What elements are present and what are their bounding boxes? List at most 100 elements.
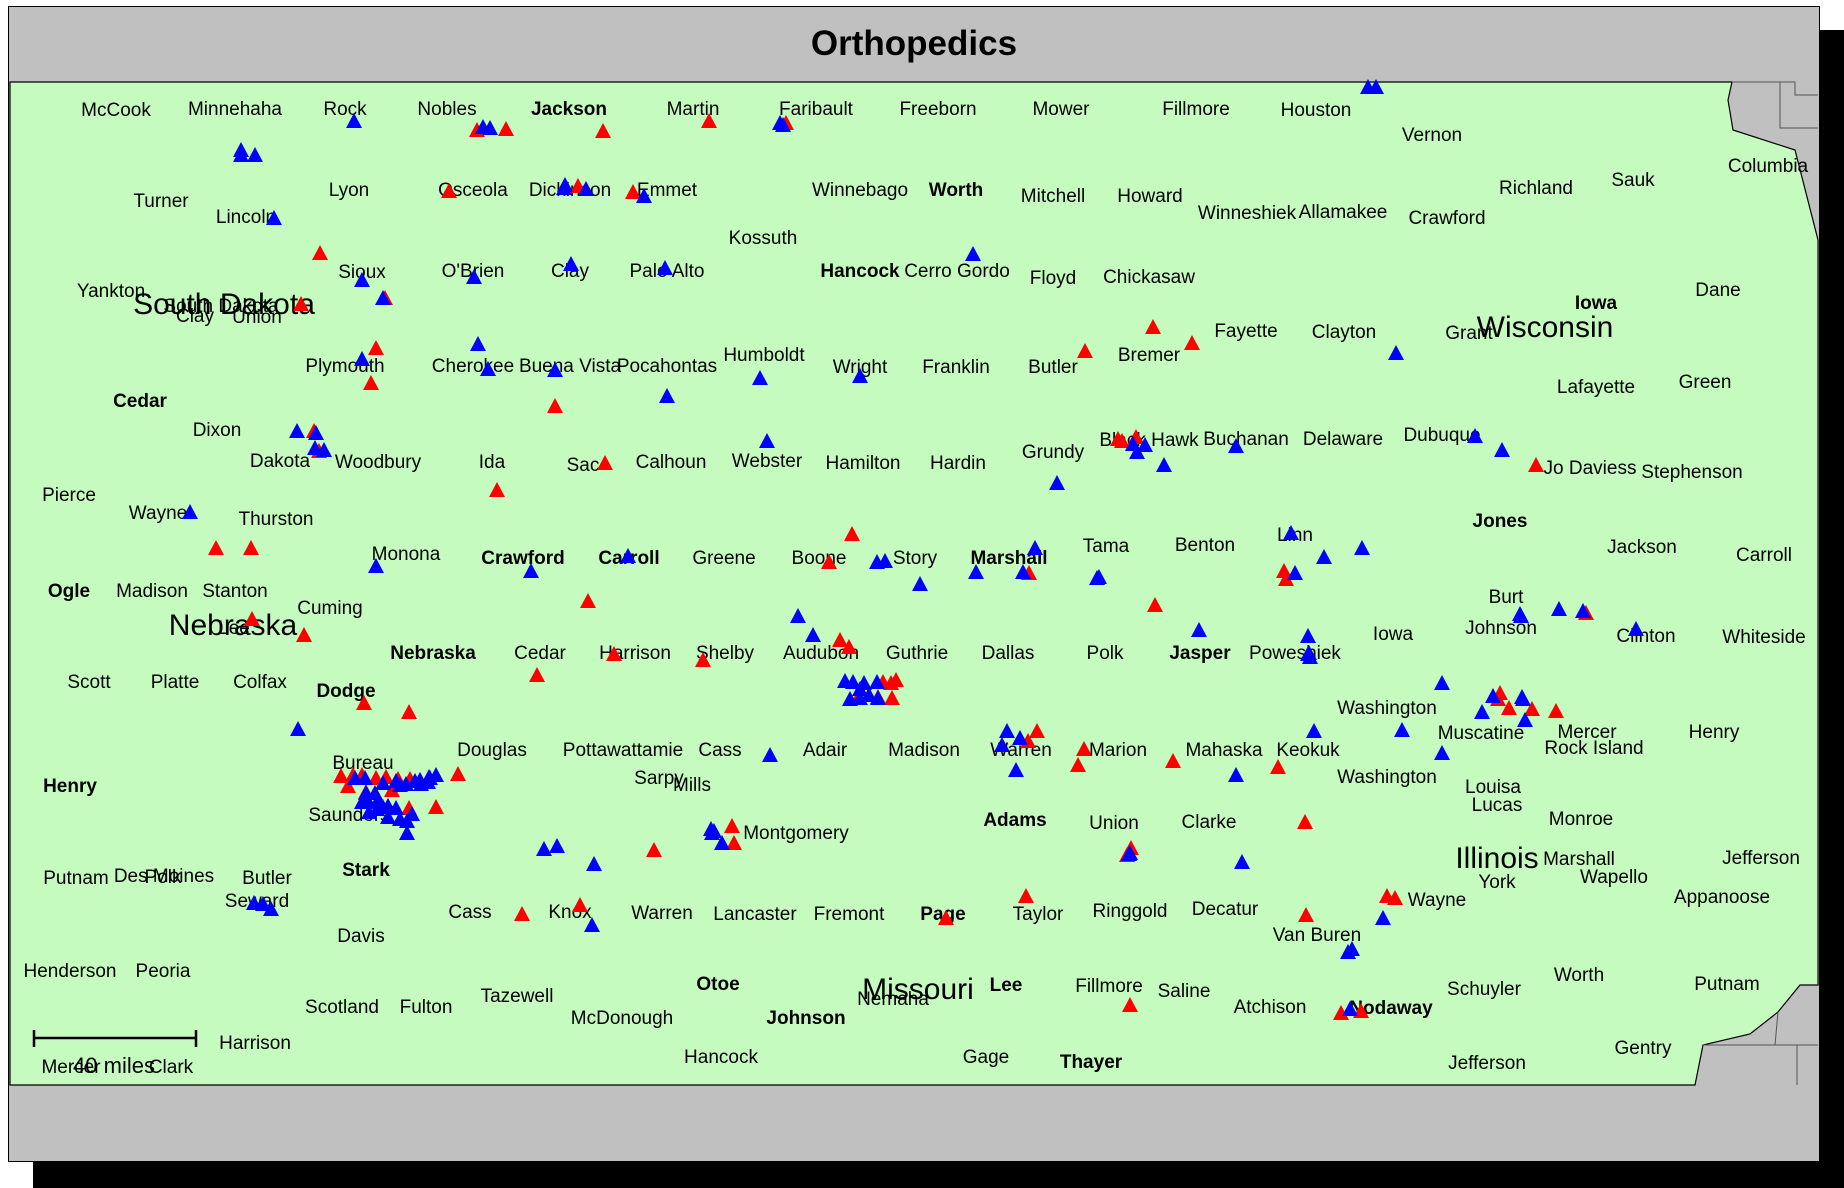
county-label-wayne: Wayne: [129, 503, 187, 524]
county-label-howard: Howard: [1117, 186, 1182, 207]
county-label-boone: Boone: [792, 548, 847, 569]
county-label-adams: Adams: [983, 810, 1046, 831]
blue-triangle-marker: [1012, 730, 1028, 745]
scale-bar-line: [32, 1030, 198, 1047]
county-label-crawford: Crawford: [1408, 208, 1485, 229]
blue-triangle-marker: [1388, 345, 1404, 360]
blue-triangle-marker: [578, 181, 594, 196]
blue-triangle-marker: [388, 800, 404, 815]
county-label-tazewell: Tazewell: [481, 986, 554, 1007]
county-label-richland: Richland: [1499, 178, 1573, 199]
county-label-butler: Butler: [1028, 357, 1078, 378]
blue-triangle-marker: [790, 608, 806, 623]
county-label-dixon: Dixon: [193, 420, 242, 441]
county-label-clark: Clark: [149, 1057, 194, 1078]
red-triangle-marker: [1270, 759, 1286, 774]
county-label-cedar: Cedar: [514, 643, 566, 664]
county-label-schuyler: Schuyler: [1447, 979, 1522, 1000]
neighbor-borders: [1703, 81, 1818, 1085]
county-label-marion: Marion: [1089, 740, 1147, 761]
blue-triangle-marker: [375, 290, 391, 305]
county-label-cass: Cass: [698, 740, 741, 761]
county-label-tama: Tama: [1083, 536, 1130, 557]
county-label-polk: Polk: [145, 867, 182, 888]
blue-triangle-marker: [549, 838, 565, 853]
blue-triangle-marker: [482, 120, 498, 135]
red-triangle-marker: [572, 897, 588, 912]
red-triangle-marker: [1298, 907, 1314, 922]
blue-triangle-marker: [1137, 437, 1153, 452]
scale-bar-label: 40 miles: [73, 1053, 155, 1078]
blue-triangle-marker: [367, 785, 383, 800]
county-label-appanoose: Appanoose: [1674, 887, 1770, 908]
county-label-fayette: Fayette: [1214, 321, 1277, 342]
blue-triangle-marker: [354, 351, 370, 366]
county-label-iowa: Iowa: [1575, 293, 1618, 314]
county-label-yankton: Yankton: [77, 281, 145, 302]
county-label-van-buren: Van Buren: [1273, 925, 1361, 946]
red-triangle-marker: [888, 672, 904, 687]
county-label-cherokee: Cherokee: [432, 356, 514, 377]
blue-triangle-marker: [1121, 846, 1137, 861]
blue-triangle-marker: [428, 767, 444, 782]
county-label-adair: Adair: [803, 740, 848, 761]
map-title: Orthopedics: [810, 24, 1018, 63]
red-triangle-marker: [547, 398, 563, 413]
county-label-cass: Cass: [448, 902, 491, 923]
county-label-henderson: Henderson: [24, 961, 117, 982]
blue-triangle-marker: [368, 558, 384, 573]
red-triangle-marker: [844, 526, 860, 541]
county-label-louisa: Louisa: [1465, 777, 1521, 798]
county-label-cuming: Cuming: [297, 598, 362, 619]
county-label-jackson: Jackson: [531, 99, 607, 120]
red-triangle-marker: [1501, 700, 1517, 715]
red-triangle-marker: [580, 593, 596, 608]
blue-triangle-marker: [466, 269, 482, 284]
county-label-cedar: Cedar: [113, 391, 167, 412]
blue-triangle-marker: [1467, 428, 1483, 443]
blue-triangle-marker: [399, 825, 415, 840]
blue-triangle-marker: [404, 806, 420, 821]
county-label-otoe: Otoe: [696, 974, 739, 995]
red-triangle-marker: [356, 695, 372, 710]
county-label-wapello: Wapello: [1580, 867, 1648, 888]
county-label-thurston: Thurston: [239, 509, 314, 530]
county-label-nebraska: Nebraska: [390, 643, 476, 664]
county-label-dodge: Dodge: [316, 681, 375, 702]
county-label-atchison: Atchison: [1234, 997, 1307, 1018]
blue-triangle-marker: [380, 809, 396, 824]
red-triangle-marker: [1297, 814, 1313, 829]
red-triangle-marker: [646, 842, 662, 857]
county-label-putnam: Putnam: [43, 868, 108, 889]
blue-triangle-marker: [1287, 565, 1303, 580]
county-label-wright: Wright: [833, 357, 888, 378]
county-label-whiteside: Whiteside: [1722, 627, 1805, 648]
county-label-grant: Grant: [1445, 323, 1493, 344]
county-label-mower: Mower: [1032, 99, 1090, 120]
county-label-columbia: Columbia: [1728, 156, 1809, 177]
county-label-pierce: Pierce: [42, 485, 96, 506]
red-triangle-marker: [1387, 890, 1403, 905]
county-label-colfax: Colfax: [233, 672, 287, 693]
county-label-jasper: Jasper: [1169, 643, 1231, 664]
county-label-dakota: Dakota: [250, 451, 311, 472]
state-label-wisconsin: Wisconsin: [1477, 311, 1614, 344]
red-triangle-marker: [1524, 701, 1540, 716]
county-label-green: Green: [1679, 372, 1732, 393]
blue-triangle-marker: [308, 425, 324, 440]
red-triangle-marker: [340, 778, 356, 793]
county-label-mills: Mills: [673, 775, 711, 796]
county-label-nemaha: Nemaha: [857, 989, 929, 1010]
county-label-shelby: Shelby: [696, 643, 755, 664]
county-label-lafayette: Lafayette: [1557, 377, 1635, 398]
county-label-putnam: Putnam: [1694, 974, 1759, 995]
county-label-bureau: Bureau: [332, 753, 393, 774]
county-label-stark: Stark: [342, 860, 390, 881]
county-label-rock: Rock: [323, 99, 367, 120]
blue-triangle-marker: [965, 246, 981, 261]
blue-triangle-marker: [263, 901, 279, 916]
red-triangle-marker: [441, 183, 457, 198]
red-triangle-marker: [514, 906, 530, 921]
county-label-worth: Worth: [1554, 965, 1604, 986]
